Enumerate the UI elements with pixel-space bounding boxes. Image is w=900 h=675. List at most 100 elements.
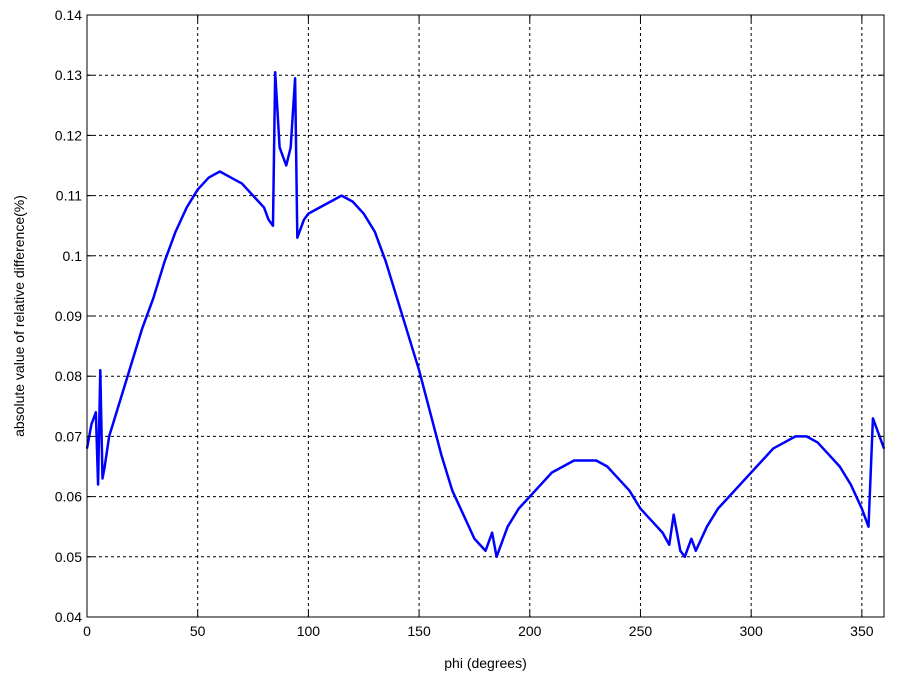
data-point [108, 435, 110, 438]
data-point [861, 507, 863, 510]
data-point [617, 477, 620, 480]
data-point [679, 549, 682, 552]
data-point [278, 146, 281, 149]
data-point [761, 459, 764, 462]
data-point [407, 333, 409, 335]
data-point [690, 537, 693, 540]
y-tick-label: 0.09 [55, 308, 82, 324]
data-point [263, 206, 265, 209]
data-point [650, 519, 653, 522]
data-point [340, 194, 343, 197]
data-point [562, 465, 564, 468]
data-point [285, 164, 288, 167]
data-point [517, 507, 520, 510]
data-point [119, 399, 122, 402]
data-point [584, 459, 586, 462]
data-point [252, 194, 254, 197]
data-point [462, 513, 465, 516]
data-point [130, 363, 133, 365]
data-point [528, 495, 531, 498]
data-point [274, 71, 276, 73]
y-axis-label: absolute value of relative difference(%) [11, 195, 27, 437]
data-point [418, 369, 420, 371]
data-point [739, 483, 741, 486]
data-point [772, 447, 775, 450]
data-point [849, 483, 852, 486]
data-point [783, 441, 786, 444]
data-point [241, 182, 243, 185]
data-point [318, 206, 321, 209]
data-point [827, 453, 830, 456]
data-point [551, 471, 553, 474]
x-tick-label: 300 [739, 623, 763, 639]
y-tick-label: 0.11 [56, 188, 82, 204]
x-axis-label: phi (degrees) [444, 655, 527, 671]
x-tick-label: 150 [407, 623, 431, 639]
data-point [207, 176, 210, 179]
data-point [95, 411, 97, 414]
data-point [97, 483, 99, 486]
y-tick-label: 0.12 [55, 127, 82, 143]
data-point [329, 200, 332, 203]
data-point [595, 459, 597, 462]
y-tick-label: 0.07 [55, 428, 82, 444]
data-point [103, 465, 106, 468]
data-point [374, 230, 376, 233]
data-point [491, 531, 493, 534]
x-tick-label: 50 [190, 623, 206, 639]
data-point [163, 261, 166, 263]
data-point [805, 435, 808, 438]
data-point [230, 176, 232, 179]
data-point [573, 459, 575, 462]
data-point [298, 230, 301, 233]
x-tick-label: 100 [297, 623, 321, 639]
data-point [267, 218, 270, 221]
data-point [750, 471, 752, 474]
data-point [506, 525, 509, 528]
data-point [351, 200, 354, 203]
data-point [484, 549, 487, 552]
data-point [872, 417, 874, 420]
data-point [141, 327, 144, 329]
data-point [728, 495, 730, 498]
data-point [473, 537, 476, 540]
data-point [362, 212, 365, 215]
data-point [303, 218, 305, 221]
data-point [661, 531, 664, 534]
data-point [294, 77, 296, 80]
axis-ticks: 0 50 100 150 200 250 300 350 0.04 0.05 0.06 0.07 0.0… [55, 7, 884, 639]
data-point [307, 212, 310, 215]
data-point [695, 549, 697, 552]
data-point [219, 170, 221, 173]
data-point [867, 525, 870, 528]
data-point [495, 556, 498, 558]
grid [87, 15, 884, 617]
data-point [816, 441, 819, 444]
x-tick-label: 250 [629, 623, 653, 639]
data-point [174, 230, 177, 233]
data-point [672, 513, 675, 516]
data-point [296, 236, 299, 239]
data-point [101, 477, 104, 480]
data-point [706, 525, 708, 528]
data-point [628, 489, 631, 492]
data-point [451, 489, 454, 492]
y-tick-label: 0.05 [55, 549, 82, 565]
y-tick-label: 0.08 [55, 368, 82, 384]
data-point [196, 188, 199, 191]
data-point [90, 423, 93, 426]
data-point [838, 465, 841, 468]
data-point [717, 507, 719, 510]
data-point [429, 411, 431, 414]
data-point [272, 224, 274, 227]
y-tick-label: 0.14 [55, 7, 82, 23]
data-point [540, 483, 542, 486]
y-tick-label: 0.1 [63, 248, 83, 264]
data-point [794, 435, 797, 438]
x-tick-label: 200 [518, 623, 542, 639]
data-point [99, 369, 102, 371]
y-tick-label: 0.04 [55, 609, 82, 625]
data-point [639, 507, 642, 510]
